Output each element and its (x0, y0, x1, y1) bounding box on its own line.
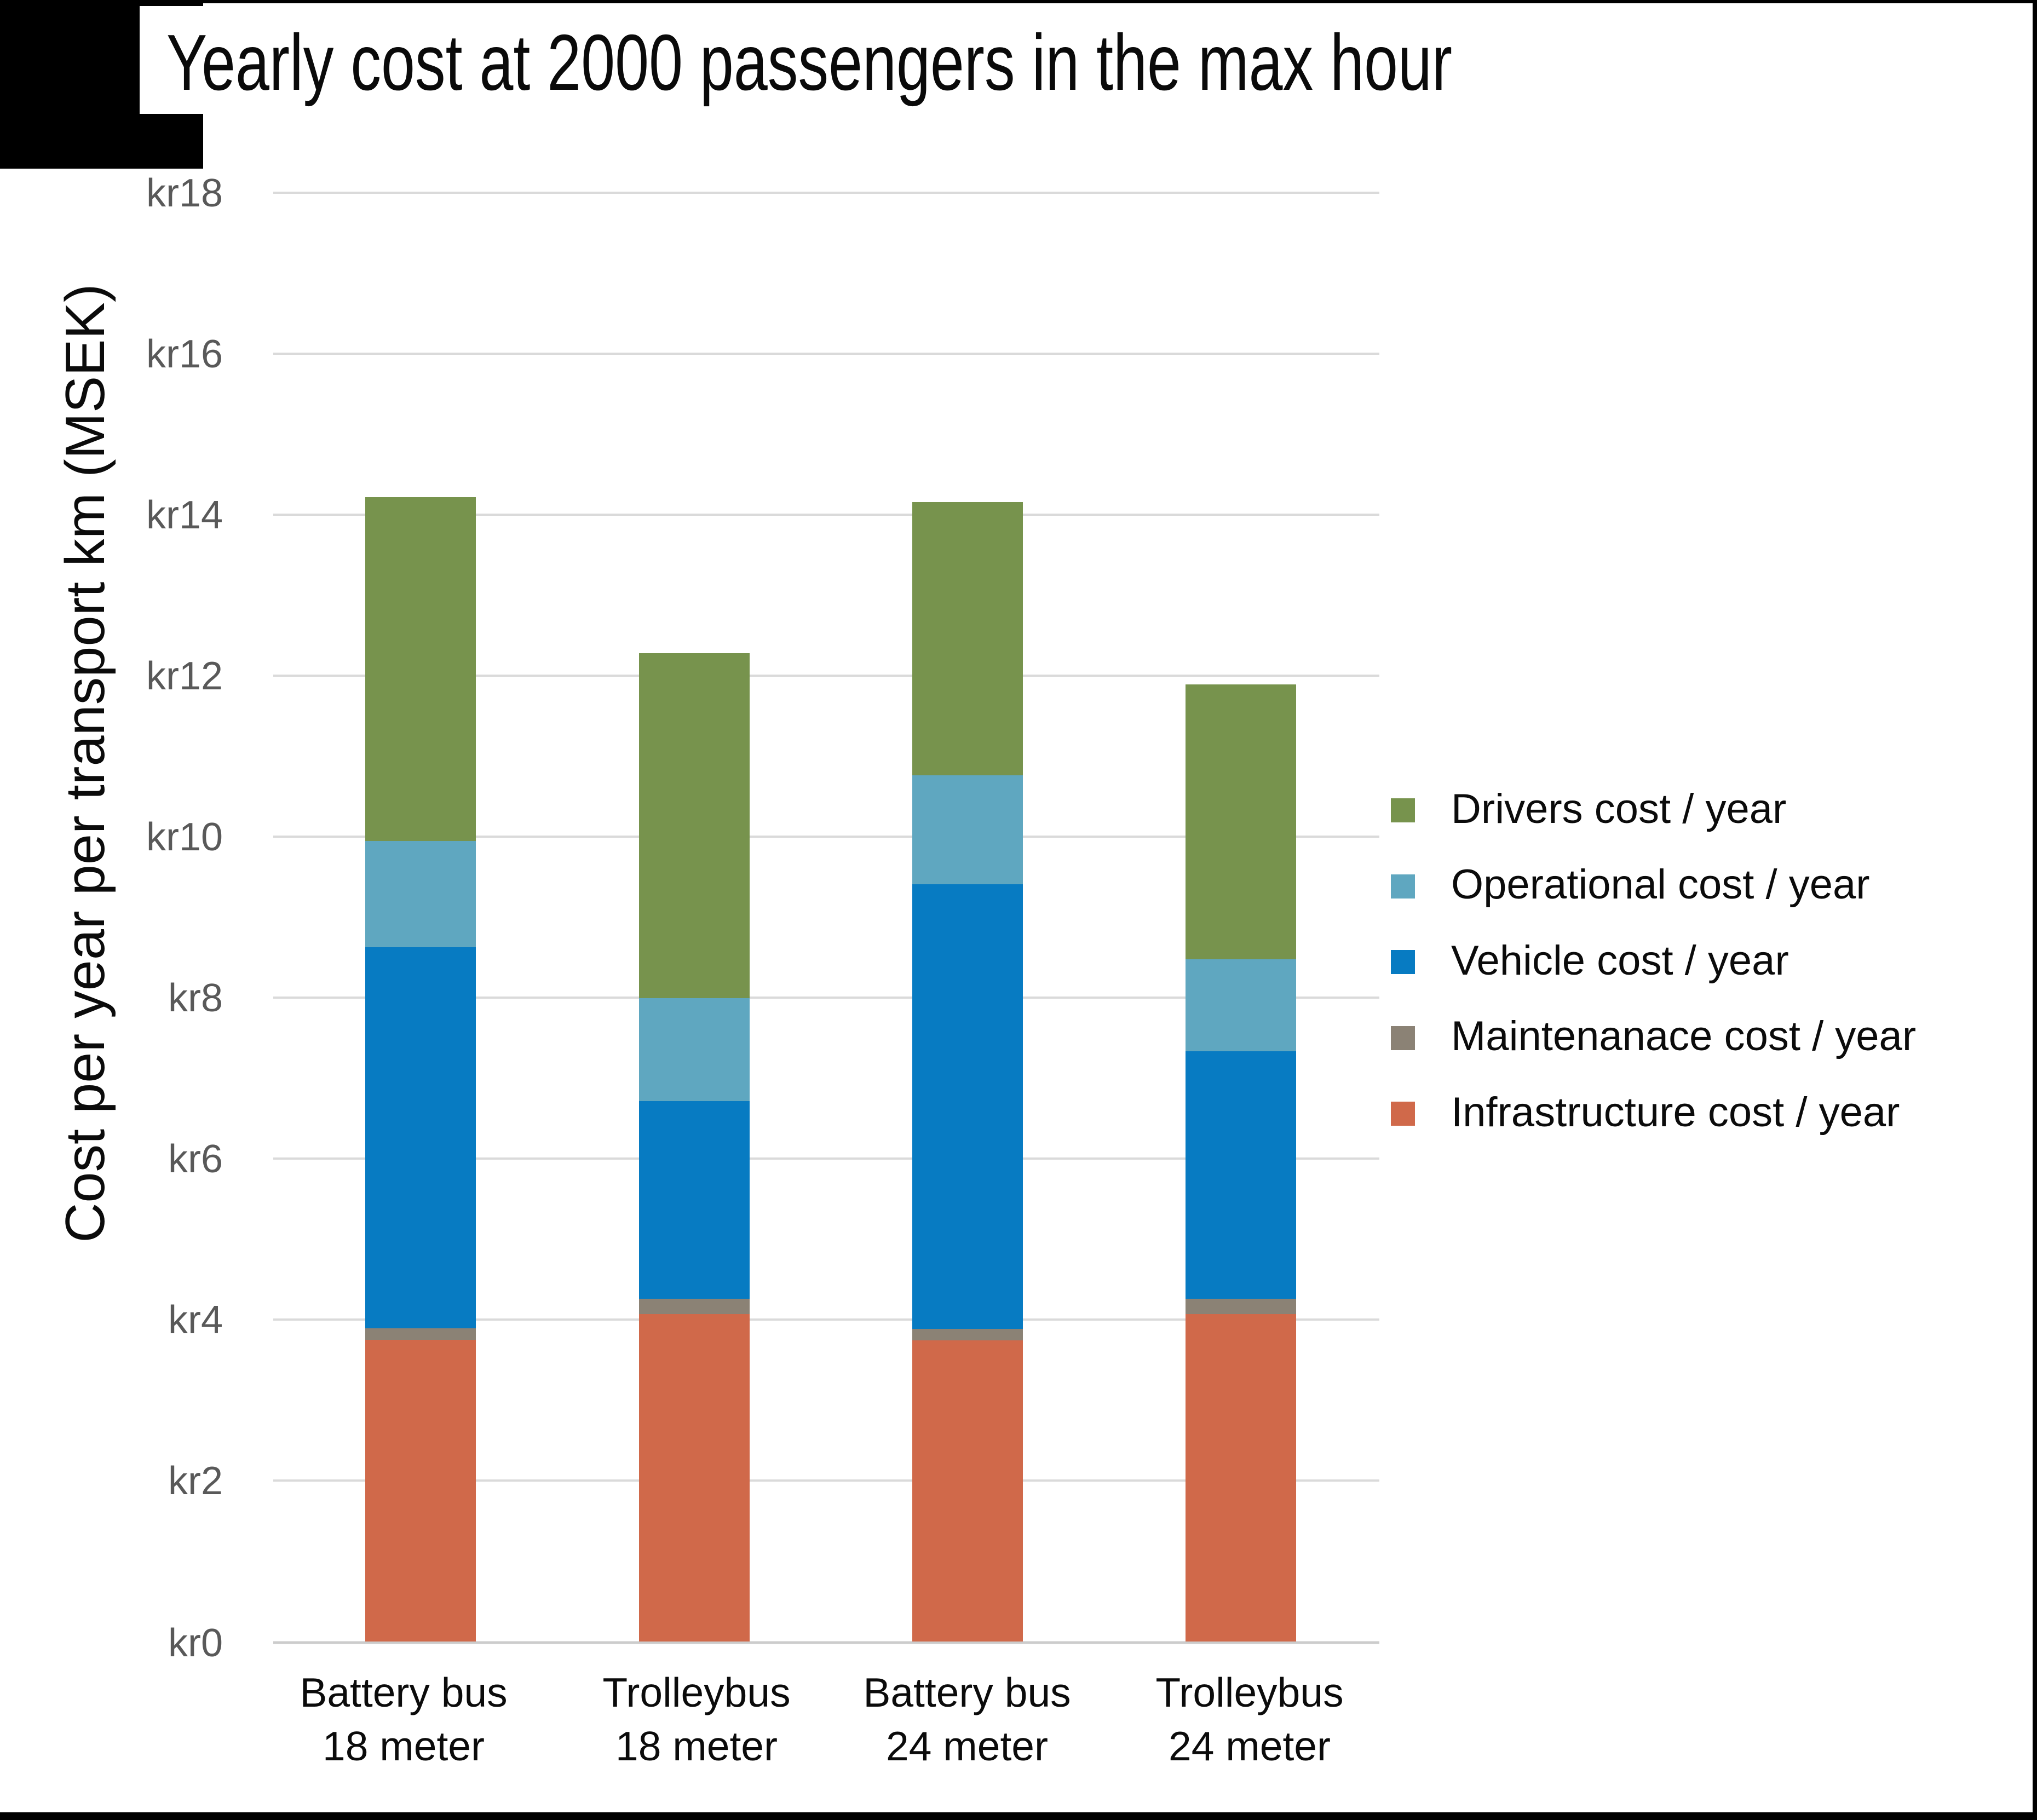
svg-text:kr14: kr14 (146, 493, 223, 537)
svg-text:Trolleybus: Trolleybus (602, 1669, 790, 1715)
svg-text:Drivers cost / year: Drivers cost / year (1451, 786, 1786, 832)
svg-text:kr8: kr8 (168, 976, 223, 1020)
svg-text:kr18: kr18 (146, 171, 223, 215)
svg-text:18 meter: 18 meter (615, 1723, 778, 1769)
svg-text:Battery bus: Battery bus (300, 1669, 507, 1715)
svg-text:Yearly cost at 2000 passengers: Yearly cost at 2000 passengers in the ma… (166, 18, 1452, 107)
svg-text:kr4: kr4 (168, 1298, 223, 1342)
svg-text:24 meter: 24 meter (886, 1723, 1048, 1769)
svg-text:kr6: kr6 (168, 1137, 223, 1181)
svg-text:Operational cost / year: Operational cost / year (1451, 861, 1870, 908)
svg-text:kr12: kr12 (146, 654, 223, 698)
svg-text:24 meter: 24 meter (1169, 1723, 1331, 1769)
svg-text:Trolleybus: Trolleybus (1155, 1669, 1343, 1715)
svg-text:Maintenanace cost / year: Maintenanace cost / year (1451, 1013, 1916, 1059)
svg-text:Cost per year per transport km: Cost per year per transport km (MSEK) (55, 284, 116, 1242)
svg-text:kr16: kr16 (146, 332, 223, 376)
svg-text:kr2: kr2 (168, 1459, 223, 1503)
svg-text:kr10: kr10 (146, 815, 223, 859)
svg-text:Infrastructure cost / year: Infrastructure cost / year (1451, 1089, 1900, 1136)
svg-text:Battery bus: Battery bus (863, 1669, 1071, 1715)
svg-text:Vehicle cost / year: Vehicle cost / year (1451, 937, 1789, 984)
svg-text:kr0: kr0 (168, 1621, 223, 1665)
svg-text:18 meter: 18 meter (323, 1723, 485, 1769)
